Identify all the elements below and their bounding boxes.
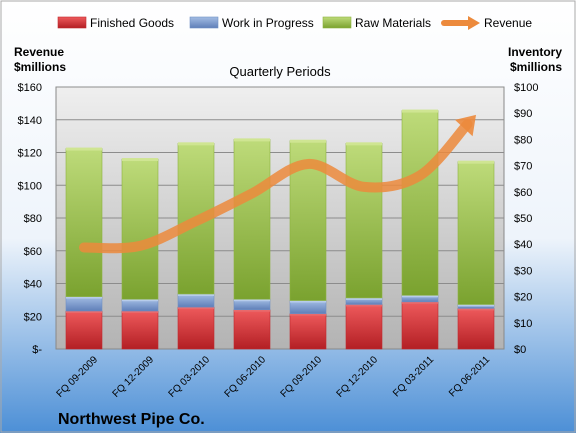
legend: Finished Goods Work in Progress Raw Materi… xyxy=(57,16,532,30)
bar-segment-cap xyxy=(346,296,382,300)
revenue-line-group xyxy=(79,114,476,254)
bar-segment-cap xyxy=(178,306,214,310)
bar-segment-cap xyxy=(290,139,326,143)
left-tick-label: $140 xyxy=(18,115,42,127)
right-tick-label: $0 xyxy=(514,344,526,356)
right-tick-label: $50 xyxy=(514,213,532,225)
bar-segment-cap xyxy=(122,310,158,314)
left-tick-label: $80 xyxy=(24,213,42,225)
bar-segment-cap xyxy=(458,303,494,307)
legend-swatch xyxy=(57,16,87,29)
bar-segment-cap xyxy=(458,307,494,311)
bar-segment-cap xyxy=(178,292,214,296)
bar-segment xyxy=(457,161,495,305)
company-name: Northwest Pipe Co. xyxy=(58,411,205,428)
legend-arrowhead xyxy=(468,16,480,30)
bar-segment xyxy=(177,306,215,350)
right-tick-label: $40 xyxy=(514,239,532,251)
legend-label: Work in Progress xyxy=(222,16,314,30)
bar-segment xyxy=(345,304,383,350)
bar-segment-cap xyxy=(66,147,102,151)
bar-segment-cap xyxy=(346,142,382,146)
right-axis-label-line2: $millions xyxy=(510,60,562,74)
bar-segment-cap xyxy=(234,308,270,312)
bar-segment-cap xyxy=(346,303,382,307)
left-axis-label-line2: $millions xyxy=(14,60,66,74)
bar-segment-cap xyxy=(122,298,158,302)
legend-label: Raw Materials xyxy=(355,16,431,30)
right-tick-label: $60 xyxy=(514,187,532,199)
left-tick-label: $40 xyxy=(24,279,42,291)
right-axis-ticks: $0 $10 $20 $30 $40 $50 $60 $70 $80 $90 $100 xyxy=(514,82,538,356)
bar-segment xyxy=(65,310,103,350)
bar-segment-cap xyxy=(234,298,270,302)
left-tick-label: $120 xyxy=(18,148,42,160)
bar-segment xyxy=(65,296,103,312)
bar-segment-cap xyxy=(178,142,214,146)
left-tick-label: $20 xyxy=(24,311,42,323)
right-axis-label-line1: Inventory xyxy=(508,45,562,59)
bar-segment xyxy=(65,148,103,297)
bar-segment-cap xyxy=(290,299,326,303)
right-tick-label: $10 xyxy=(514,318,532,330)
bar-segment xyxy=(345,143,383,299)
bar-segment xyxy=(289,313,327,350)
bar-segment xyxy=(457,308,495,350)
bar-segment xyxy=(233,309,271,350)
left-tick-label: $60 xyxy=(24,246,42,258)
bar-segment xyxy=(401,110,439,296)
legend-label: Finished Goods xyxy=(90,16,174,30)
right-tick-label: $100 xyxy=(514,82,538,94)
bar-segment-cap xyxy=(66,310,102,314)
right-tick-label: $30 xyxy=(514,265,532,277)
legend-swatch xyxy=(189,16,219,29)
right-tick-label: $20 xyxy=(514,292,532,304)
bar-segment xyxy=(121,310,159,350)
right-tick-label: $80 xyxy=(514,134,532,146)
legend-swatch xyxy=(322,16,352,29)
bar-segment-cap xyxy=(402,300,438,304)
left-tick-label: $- xyxy=(32,344,42,356)
right-tick-label: $70 xyxy=(514,161,532,173)
bar-segment-cap xyxy=(66,295,102,299)
left-tick-label: $100 xyxy=(18,180,42,192)
bar-segment-cap xyxy=(290,312,326,316)
bar-segment-cap xyxy=(402,294,438,298)
right-tick-label: $90 xyxy=(514,108,532,120)
left-axis-label-line1: Revenue xyxy=(14,45,64,59)
bar-segment-cap xyxy=(458,160,494,164)
legend-label: Revenue xyxy=(484,16,532,30)
bar-segment xyxy=(233,139,271,300)
bar-segment-cap xyxy=(402,109,438,113)
x-axis-title: Quarterly Periods xyxy=(229,64,331,79)
left-axis-ticks: $- $20 $40 $60 $80 $100 $120 $140 $160 xyxy=(18,82,43,356)
revenue-arrowhead xyxy=(454,114,476,137)
bar-segment xyxy=(401,301,439,350)
bar-segment xyxy=(121,158,159,300)
revenue-line xyxy=(79,119,473,254)
bar-segment-cap xyxy=(122,158,158,162)
bar-segment-cap xyxy=(234,138,270,142)
left-tick-label: $160 xyxy=(18,82,42,94)
